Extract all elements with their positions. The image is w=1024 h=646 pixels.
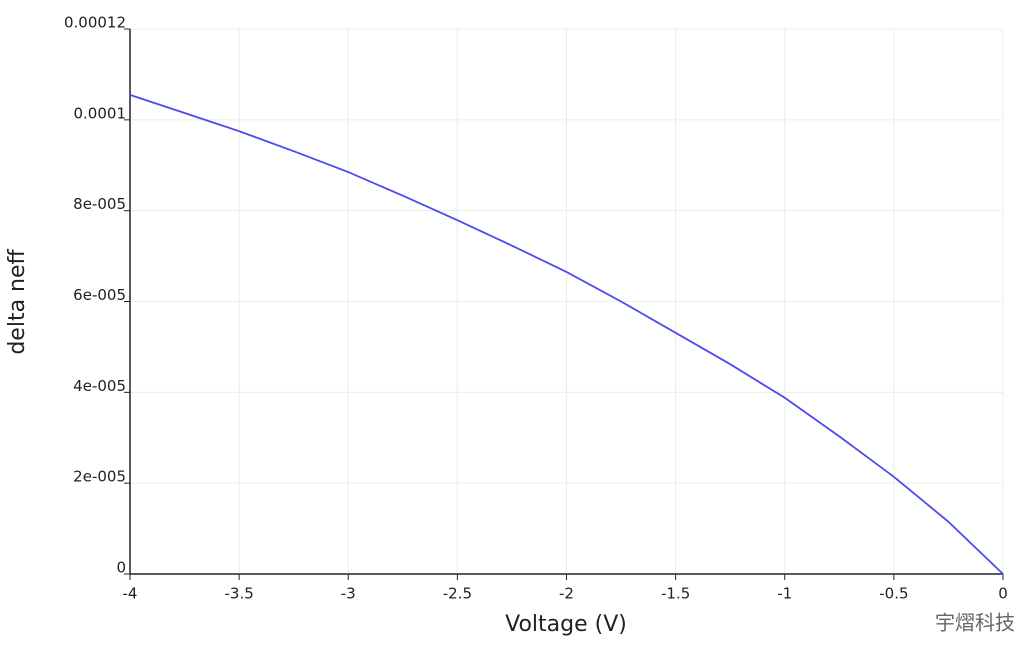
x-tick-label: -1.5 <box>661 585 690 603</box>
x-tick-label: -2 <box>559 585 574 603</box>
y-tick-label: 8e-005 <box>73 195 126 213</box>
x-tick-label: -0.5 <box>879 585 908 603</box>
x-axis-title: Voltage (V) <box>505 612 627 637</box>
x-tick-label: 0 <box>998 585 1008 603</box>
watermark: 宇熠科技 <box>935 611 1015 635</box>
y-axis-title: delta neff <box>5 248 30 354</box>
y-tick-label: 0.0001 <box>74 104 127 122</box>
x-tick-label: -4 <box>123 585 138 603</box>
data-line <box>129 94 1004 575</box>
x-tick-label: -2.5 <box>443 585 472 603</box>
y-tick-label: 4e-005 <box>73 377 126 395</box>
y-tick-label: 0.00012 <box>64 14 126 32</box>
x-tick-label: -3.5 <box>224 585 253 603</box>
x-tick-label: -1 <box>777 585 792 603</box>
y-tick-label: 6e-005 <box>73 286 126 304</box>
y-tick-label: 0 <box>116 559 126 577</box>
x-tick-label: -3 <box>341 585 356 603</box>
y-tick-label: 2e-005 <box>73 468 126 486</box>
